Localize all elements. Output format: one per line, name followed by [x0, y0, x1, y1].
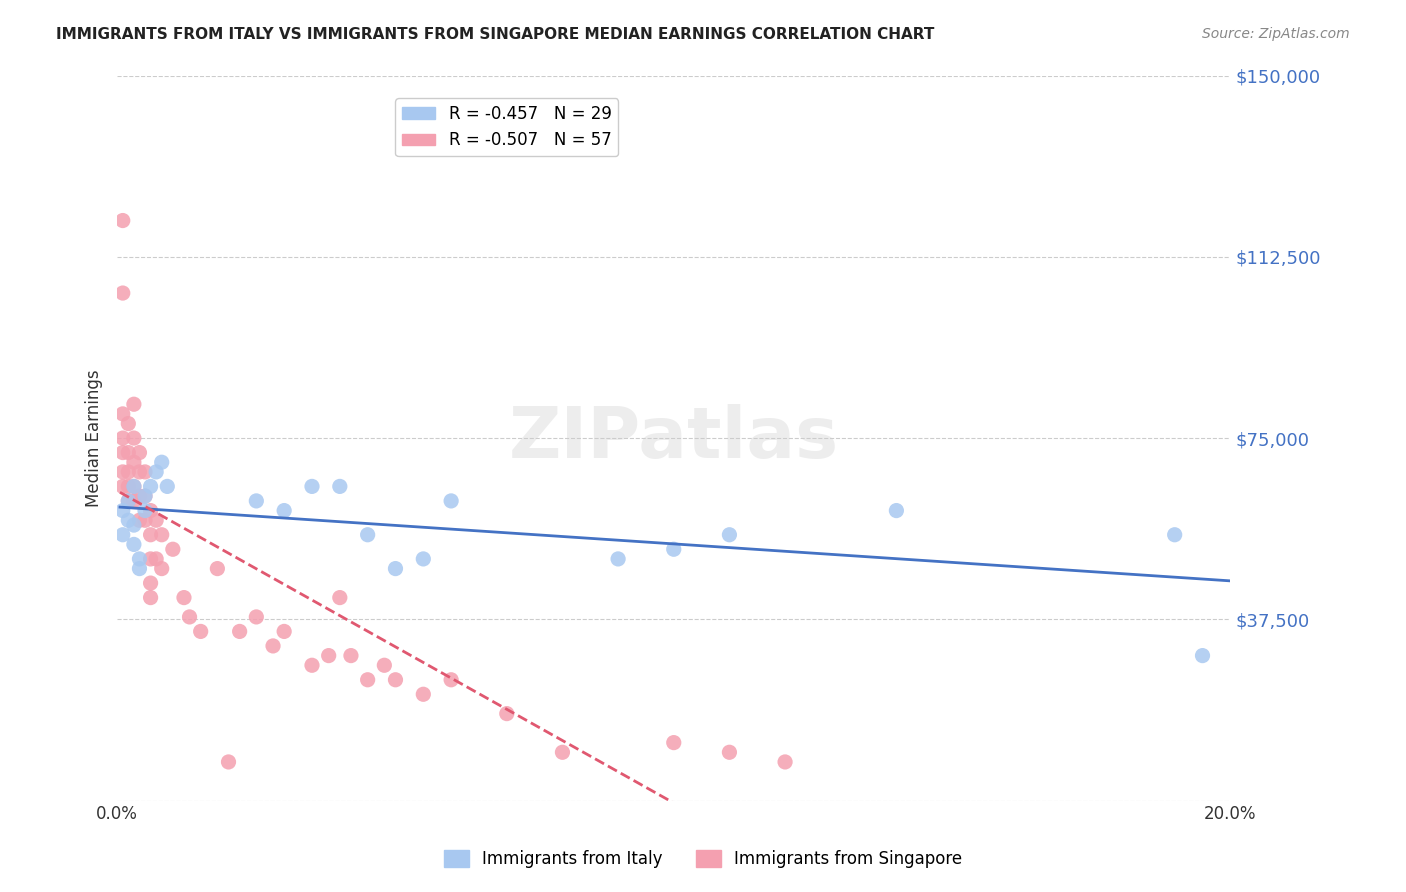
Point [145, 513, 167, 527]
Point [173, 591, 195, 605]
Point [207, 561, 229, 575]
Point [128, 513, 150, 527]
Point [718, 745, 741, 759]
Point [179, 610, 201, 624]
Point [117, 445, 139, 459]
Point [273, 624, 295, 639]
Point [273, 503, 295, 517]
Point [150, 527, 173, 541]
Point [139, 591, 162, 605]
Point [117, 465, 139, 479]
Text: IMMIGRANTS FROM ITALY VS IMMIGRANTS FROM SINGAPORE MEDIAN EARNINGS CORRELATION C: IMMIGRANTS FROM ITALY VS IMMIGRANTS FROM… [56, 27, 935, 42]
Point [122, 431, 145, 445]
Point [139, 552, 162, 566]
Point [356, 527, 378, 541]
Point [384, 561, 406, 575]
Point [329, 479, 352, 493]
Point [373, 658, 395, 673]
Point [122, 479, 145, 493]
Point [128, 445, 150, 459]
Point [134, 465, 156, 479]
Point [412, 687, 434, 701]
Point [150, 561, 173, 575]
Point [139, 479, 162, 493]
Point [111, 445, 134, 459]
Point [245, 494, 267, 508]
Point [262, 639, 284, 653]
Point [117, 513, 139, 527]
Point [1163, 527, 1185, 541]
Point [356, 673, 378, 687]
Point [117, 417, 139, 431]
Point [218, 755, 240, 769]
Text: ZIPatlas: ZIPatlas [509, 403, 839, 473]
Point [139, 576, 162, 591]
Point [551, 745, 574, 759]
Point [122, 494, 145, 508]
Point [440, 673, 463, 687]
Point [384, 673, 406, 687]
Point [245, 610, 267, 624]
Point [111, 527, 134, 541]
Point [134, 503, 156, 517]
Point [122, 455, 145, 469]
Point [440, 494, 463, 508]
Point [134, 513, 156, 527]
Point [128, 561, 150, 575]
Point [117, 494, 139, 508]
Point [773, 755, 796, 769]
Point [301, 479, 323, 493]
Point [122, 537, 145, 551]
Point [412, 552, 434, 566]
Point [111, 465, 134, 479]
Point [607, 552, 630, 566]
Point [111, 213, 134, 227]
Point [340, 648, 363, 663]
Point [122, 518, 145, 533]
Point [190, 624, 212, 639]
Point [117, 479, 139, 493]
Point [117, 494, 139, 508]
Point [122, 479, 145, 493]
Legend: R = -0.457   N = 29, R = -0.507   N = 57: R = -0.457 N = 29, R = -0.507 N = 57 [395, 98, 619, 156]
Point [128, 465, 150, 479]
Point [228, 624, 250, 639]
Point [329, 591, 352, 605]
Point [150, 455, 173, 469]
Point [111, 407, 134, 421]
Point [122, 397, 145, 411]
Point [156, 479, 179, 493]
Point [111, 431, 134, 445]
Point [662, 542, 685, 557]
Point [495, 706, 517, 721]
Point [301, 658, 323, 673]
Y-axis label: Median Earnings: Median Earnings [86, 369, 103, 507]
Point [886, 503, 908, 517]
Text: Source: ZipAtlas.com: Source: ZipAtlas.com [1202, 27, 1350, 41]
Legend: Immigrants from Italy, Immigrants from Singapore: Immigrants from Italy, Immigrants from S… [437, 843, 969, 875]
Point [145, 465, 167, 479]
Point [111, 479, 134, 493]
Point [134, 489, 156, 503]
Point [662, 736, 685, 750]
Point [318, 648, 340, 663]
Point [128, 489, 150, 503]
Point [139, 527, 162, 541]
Point [1191, 648, 1213, 663]
Point [111, 503, 134, 517]
Point [128, 552, 150, 566]
Point [145, 552, 167, 566]
Point [134, 489, 156, 503]
Point [111, 286, 134, 301]
Point [139, 503, 162, 517]
Point [162, 542, 184, 557]
Point [718, 527, 741, 541]
